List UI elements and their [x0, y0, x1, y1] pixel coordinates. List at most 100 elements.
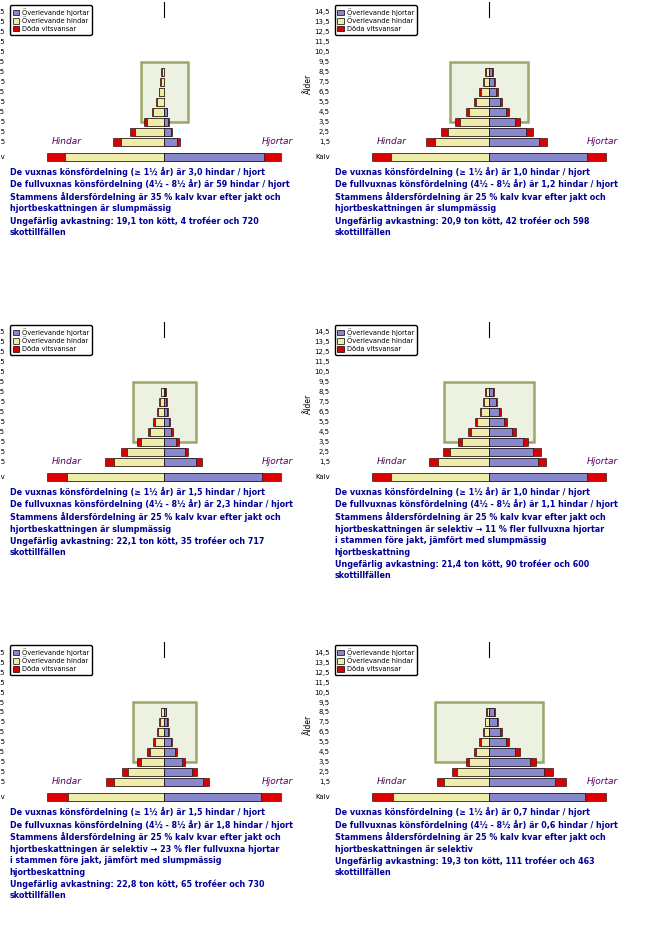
- Bar: [141, 758, 164, 766]
- Bar: [127, 768, 164, 776]
- Bar: [164, 709, 166, 716]
- Bar: [164, 738, 172, 745]
- Bar: [489, 108, 506, 115]
- Bar: [164, 447, 188, 456]
- Bar: [155, 418, 164, 426]
- Bar: [164, 438, 176, 446]
- Bar: [458, 438, 489, 446]
- Bar: [147, 118, 164, 126]
- Bar: [489, 458, 538, 465]
- Bar: [483, 398, 489, 406]
- Bar: [475, 418, 489, 426]
- Text: Hindar: Hindar: [376, 457, 406, 466]
- Bar: [121, 447, 164, 456]
- Bar: [148, 748, 164, 756]
- Bar: [164, 748, 175, 756]
- Bar: [150, 748, 164, 756]
- Bar: [161, 78, 164, 86]
- Text: De vuxnas könsfördelning (≥ 1½ år) är 1,0 hindar / hjort
De fullvuxnas könsförde: De vuxnas könsfördelning (≥ 1½ år) är 1,…: [335, 487, 618, 580]
- Legend: Överlevande hjortar, Överlevande hindar, Döda vitsvansar: Överlevande hjortar, Överlevande hindar,…: [10, 645, 92, 674]
- Bar: [164, 758, 185, 766]
- Bar: [489, 458, 545, 465]
- Bar: [155, 738, 164, 745]
- Bar: [164, 447, 185, 456]
- Bar: [47, 793, 164, 800]
- Bar: [164, 418, 169, 426]
- Bar: [141, 438, 164, 446]
- Bar: [465, 758, 489, 766]
- Bar: [477, 418, 489, 426]
- Bar: [435, 138, 489, 146]
- Bar: [489, 78, 494, 86]
- Text: Hindar: Hindar: [376, 778, 406, 786]
- Y-axis label: Ålder: Ålder: [304, 394, 313, 414]
- Bar: [113, 138, 164, 146]
- Text: De vuxnas könsfördelning (≥ 1½ år) är 0,7 hindar / hjort
De fullvuxnas könsförde: De vuxnas könsfördelning (≥ 1½ år) är 0,…: [335, 807, 618, 877]
- Text: Hjortar: Hjortar: [262, 137, 293, 147]
- Bar: [161, 78, 164, 86]
- FancyBboxPatch shape: [444, 382, 534, 442]
- FancyBboxPatch shape: [435, 702, 543, 762]
- Bar: [489, 418, 506, 426]
- Text: Hjortar: Hjortar: [262, 457, 293, 466]
- Bar: [164, 768, 192, 776]
- Text: De vuxnas könsfördelning (≥ 1½ år) är 1,0 hindar / hjort
De fullvuxnas könsförde: De vuxnas könsfördelning (≥ 1½ år) är 1,…: [335, 166, 618, 237]
- Legend: Överlevande hjortar, Överlevande hindar, Döda vitsvansar: Överlevande hjortar, Överlevande hindar,…: [335, 6, 417, 35]
- Bar: [429, 458, 489, 465]
- Bar: [489, 388, 493, 395]
- Bar: [483, 728, 489, 736]
- Bar: [164, 388, 166, 395]
- Bar: [164, 138, 179, 146]
- FancyBboxPatch shape: [140, 61, 188, 122]
- Bar: [164, 793, 281, 800]
- Bar: [489, 128, 526, 135]
- Bar: [153, 108, 164, 115]
- Bar: [486, 68, 489, 76]
- Bar: [164, 793, 261, 800]
- Bar: [445, 778, 489, 786]
- Bar: [164, 758, 181, 766]
- Bar: [489, 428, 512, 436]
- Bar: [151, 108, 164, 115]
- Bar: [476, 748, 489, 756]
- Legend: Överlevande hjortar, Överlevande hindar, Döda vitsvansar: Överlevande hjortar, Överlevande hindar,…: [335, 325, 417, 355]
- Text: Hjortar: Hjortar: [587, 137, 618, 147]
- Bar: [443, 447, 489, 456]
- Legend: Överlevande hjortar, Överlevande hindar, Döda vitsvansar: Överlevande hjortar, Överlevande hindar,…: [335, 645, 417, 674]
- Bar: [164, 138, 177, 146]
- Bar: [489, 793, 584, 800]
- Bar: [489, 78, 495, 86]
- Bar: [161, 388, 164, 395]
- Bar: [127, 447, 164, 456]
- Bar: [148, 428, 164, 436]
- Bar: [164, 118, 169, 126]
- Bar: [164, 398, 166, 406]
- Bar: [164, 458, 196, 465]
- Bar: [489, 709, 495, 716]
- Bar: [489, 778, 555, 786]
- Bar: [489, 138, 547, 146]
- Bar: [466, 108, 489, 115]
- Bar: [159, 88, 164, 96]
- Bar: [486, 718, 489, 726]
- Bar: [158, 408, 164, 415]
- Bar: [372, 793, 489, 800]
- Text: Hjortar: Hjortar: [587, 778, 618, 786]
- Bar: [489, 728, 500, 736]
- Bar: [489, 88, 497, 96]
- Bar: [484, 78, 489, 86]
- Bar: [391, 473, 489, 481]
- Bar: [164, 152, 281, 161]
- Bar: [158, 728, 164, 736]
- Bar: [484, 398, 489, 406]
- Bar: [474, 748, 489, 756]
- Bar: [157, 408, 164, 415]
- Bar: [489, 398, 497, 406]
- Bar: [489, 758, 536, 766]
- Bar: [480, 88, 489, 96]
- Bar: [164, 128, 171, 135]
- Bar: [474, 97, 489, 106]
- Bar: [164, 778, 203, 786]
- Bar: [485, 68, 489, 76]
- Bar: [489, 138, 539, 146]
